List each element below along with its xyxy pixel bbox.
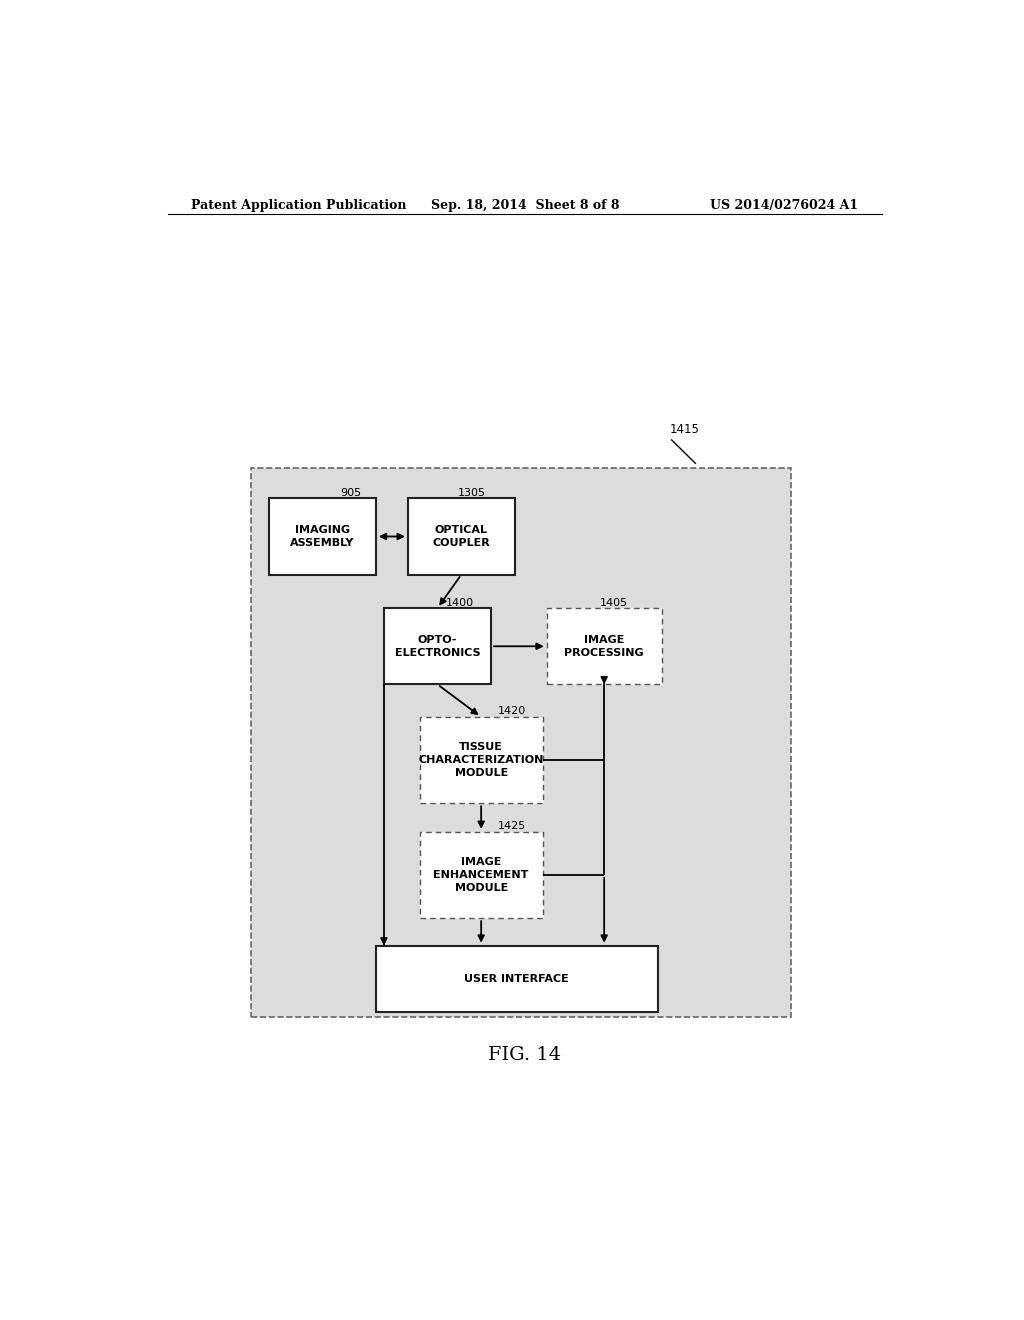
- Text: 1425: 1425: [498, 821, 526, 832]
- Text: 1305: 1305: [458, 488, 485, 498]
- Text: 1400: 1400: [445, 598, 473, 607]
- Text: IMAGE
PROCESSING: IMAGE PROCESSING: [564, 635, 644, 657]
- Bar: [408, 499, 515, 574]
- Text: OPTO-
ELECTRONICS: OPTO- ELECTRONICS: [394, 635, 480, 657]
- Bar: [420, 717, 543, 804]
- Bar: [547, 609, 662, 684]
- Bar: [420, 832, 543, 919]
- Bar: [269, 499, 376, 574]
- Bar: [384, 609, 492, 684]
- Bar: [251, 469, 791, 1018]
- Text: 1415: 1415: [670, 422, 699, 436]
- Text: 1420: 1420: [498, 706, 526, 717]
- Text: TISSUE
CHARACTERIZATION
MODULE: TISSUE CHARACTERIZATION MODULE: [419, 742, 544, 779]
- Text: Patent Application Publication: Patent Application Publication: [191, 198, 407, 211]
- Text: FIG. 14: FIG. 14: [488, 1045, 561, 1064]
- Text: IMAGING
ASSEMBLY: IMAGING ASSEMBLY: [290, 525, 354, 548]
- Bar: [376, 945, 657, 1011]
- Bar: [251, 469, 791, 1018]
- Text: US 2014/0276024 A1: US 2014/0276024 A1: [710, 198, 858, 211]
- Text: 1405: 1405: [599, 598, 628, 607]
- Text: Sep. 18, 2014  Sheet 8 of 8: Sep. 18, 2014 Sheet 8 of 8: [430, 198, 620, 211]
- Text: 905: 905: [341, 488, 361, 498]
- Text: USER INTERFACE: USER INTERFACE: [465, 974, 569, 983]
- Text: IMAGE
ENHANCEMENT
MODULE: IMAGE ENHANCEMENT MODULE: [433, 857, 528, 894]
- Text: OPTICAL
COUPLER: OPTICAL COUPLER: [432, 525, 490, 548]
